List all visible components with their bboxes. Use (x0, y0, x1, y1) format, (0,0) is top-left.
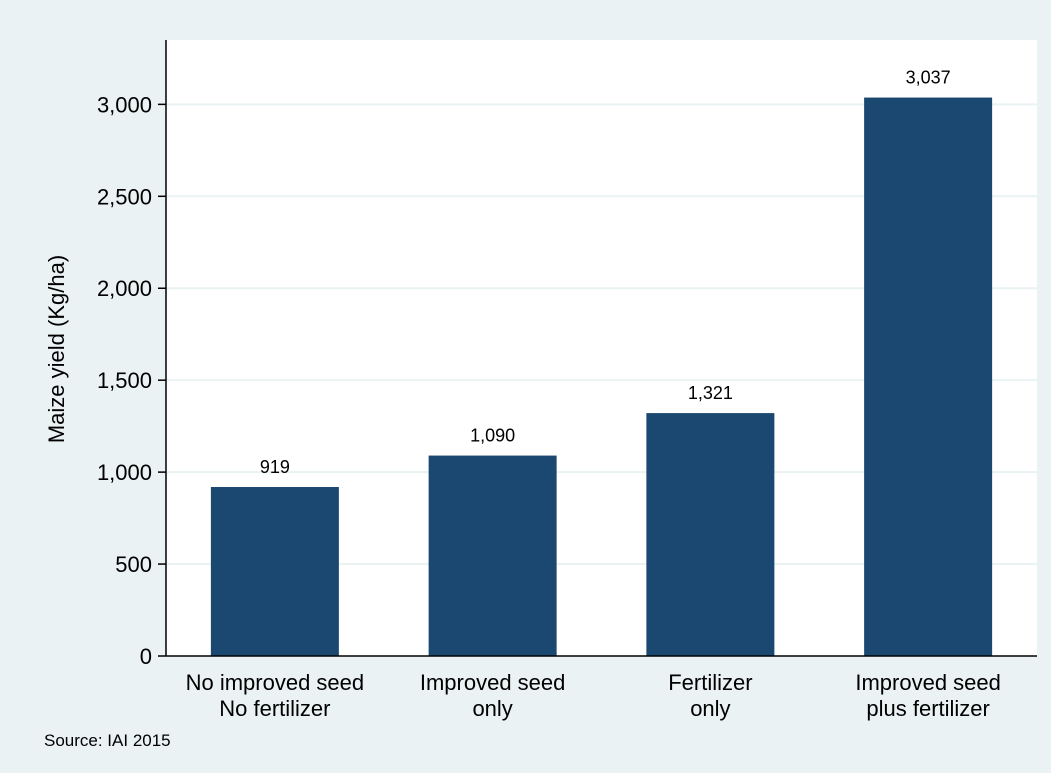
data-label: 3,037 (906, 68, 951, 88)
y-tick-label: 2,500 (97, 184, 152, 209)
data-label: 1,090 (470, 426, 515, 446)
axes (165, 40, 1037, 657)
y-tick-label: 1,500 (97, 368, 152, 393)
bar (428, 455, 557, 656)
bar (210, 487, 339, 656)
y-tick-label: 1,000 (97, 460, 152, 485)
bar (646, 413, 775, 656)
x-tick-label: No improved seed No fertilizer (186, 670, 365, 721)
x-tick-label: Improved seed only (420, 670, 566, 721)
x-axis-tick-labels: No improved seed No fertilizer Improved se… (186, 670, 1001, 721)
x-tick-label: Fertilizer only (668, 670, 752, 721)
value-labels: 919 1,090 1,321 3,037 (260, 68, 951, 477)
y-tick-label: 0 (140, 644, 152, 669)
bar (864, 97, 993, 656)
y-tick-label: 500 (115, 552, 152, 577)
y-axis-label: Maize yield (Kg/ha) (44, 255, 69, 443)
data-label: 919 (260, 457, 290, 477)
bars (210, 97, 993, 656)
y-tick-label: 2,000 (97, 276, 152, 301)
x-tick-label: Improved seed plus fertilizer (855, 670, 1001, 721)
source-note: Source: IAI 2015 (44, 731, 171, 750)
y-tick-label: 3,000 (97, 92, 152, 117)
data-label: 1,321 (688, 383, 733, 403)
y-axis-ticks: 0 500 1,000 1,500 2,000 2,500 3,000 (97, 92, 166, 669)
